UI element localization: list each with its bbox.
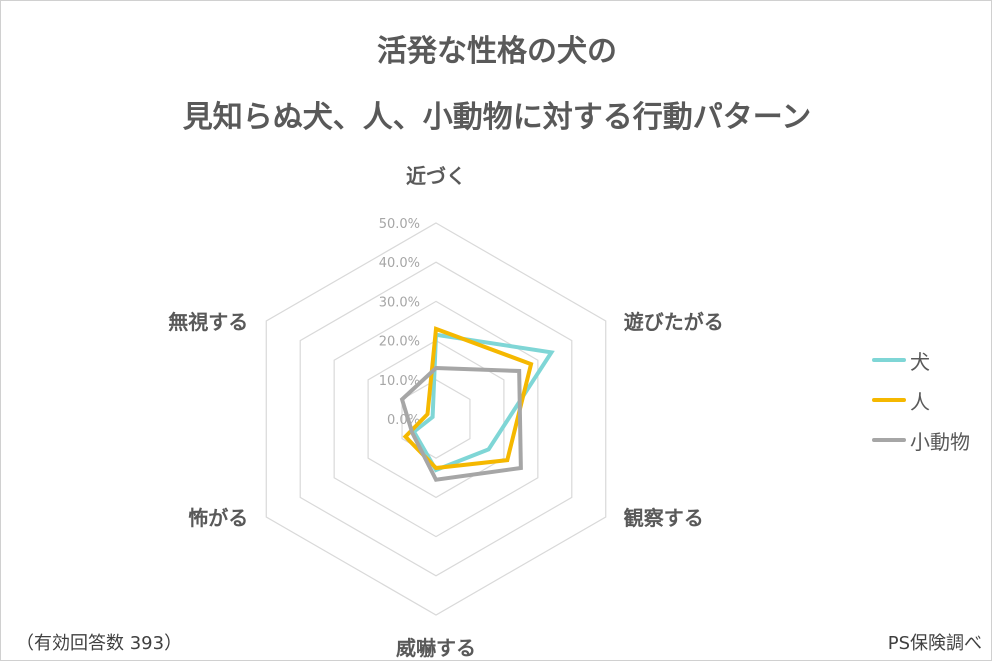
series-line-1 (402, 326, 534, 471)
legend: 犬 人 小動物 (872, 340, 970, 460)
legend-swatch-small-animal (872, 438, 906, 442)
legend-item-dog: 犬 (872, 340, 970, 380)
grid-ring-5 (265, 222, 607, 616)
legend-swatch-dog (872, 358, 906, 362)
category-label: 怖がる (188, 506, 248, 530)
legend-swatch-person (872, 398, 906, 402)
legend-label-dog: 犬 (910, 349, 930, 374)
legend-label-person: 人 (910, 389, 930, 414)
tick-label: 30.0% (379, 295, 420, 310)
category-label: 無視する (168, 310, 248, 334)
legend-item-person: 人 (872, 380, 970, 420)
category-label: 近づく (406, 164, 466, 188)
category-label: 遊びたがる (624, 310, 724, 334)
legend-label-small-animal: 小動物 (910, 429, 970, 454)
footnote-respondents: （有効回答数 393） (16, 633, 183, 654)
category-label: 観察する (624, 506, 704, 530)
series-line-2 (399, 366, 523, 482)
grid-ring-3 (333, 300, 539, 538)
chart-title-line2: 見知らぬ犬、人、小動物に対する行動パターン (182, 100, 812, 135)
tick-label: 40.0% (379, 256, 420, 271)
legend-item-small-animal: 小動物 (872, 420, 970, 460)
tick-label: 20.0% (379, 335, 420, 350)
tick-label: 10.0% (379, 374, 420, 389)
tick-label: 0.0% (387, 413, 420, 428)
category-label: 威嚇する (396, 636, 476, 660)
grid-ring-4 (299, 261, 573, 577)
tick-label: 50.0% (379, 217, 420, 232)
grid-ring-2 (367, 339, 505, 499)
footnote-source: PS保険調べ (887, 633, 982, 654)
chart-title-line1: 活発な性格の犬の (377, 34, 617, 69)
